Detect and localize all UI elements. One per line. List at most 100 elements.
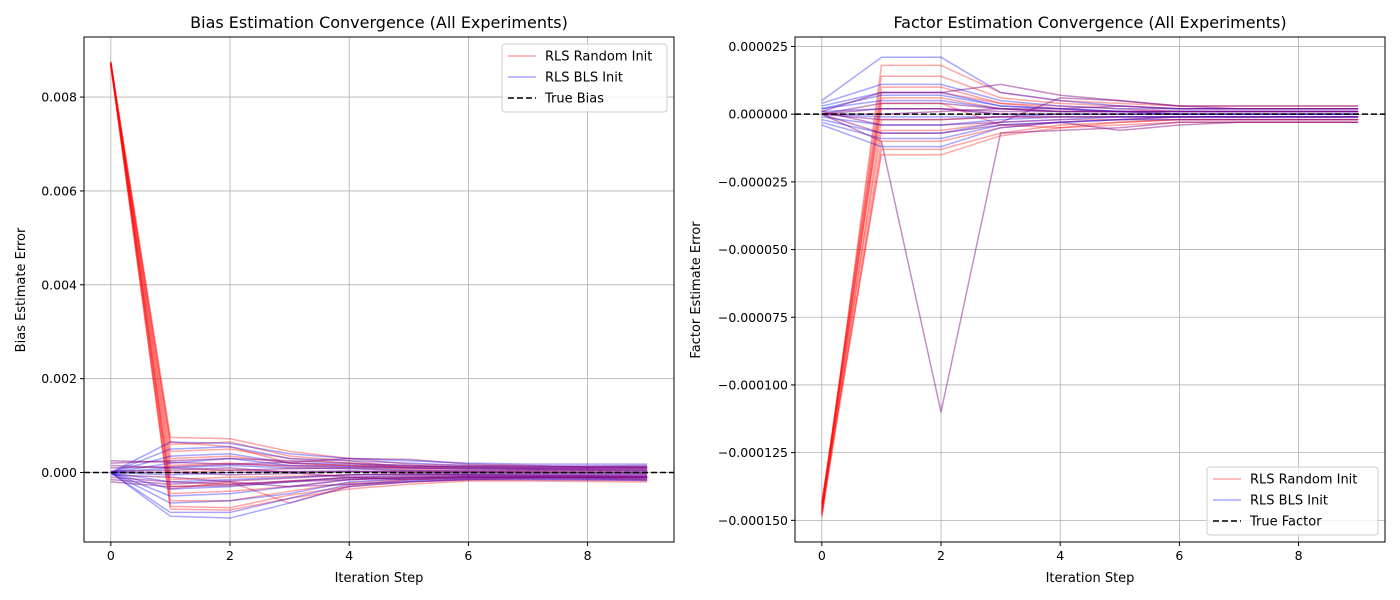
factor-chart-x-tick-label-2: 4 (1056, 548, 1064, 563)
bias-chart-series-line-2-6 (110, 473, 648, 486)
bias-chart-series-line-2-2 (110, 474, 648, 488)
factor-chart-series-line-0-6 (821, 116, 1359, 502)
bias-chart-series-line-1-2 (110, 453, 648, 474)
bias-chart-series-line-1-3 (110, 457, 648, 474)
factor-chart-series-line-2-4 (821, 113, 1359, 134)
bias-chart-series-line-0-7 (110, 62, 648, 488)
factor-chart-series-line-0-0 (821, 64, 1359, 516)
factor-chart-series-line-1-9 (821, 118, 1359, 148)
factor-chart-series-line-1-10 (821, 94, 1359, 113)
factor-chart-legend-label-0: RLS Random Init (1250, 473, 1357, 488)
bias-chart-series-line-0-9 (110, 61, 648, 502)
factor-chart-grid (795, 37, 1385, 542)
bias-chart-series-line-0-1 (110, 63, 648, 470)
bias-chart-legend: RLS Random Init RLS BLS Init True Bias (501, 43, 668, 113)
factor-chart-series-line-1-1 (821, 83, 1359, 110)
factor-chart-legend-box (1206, 466, 1379, 536)
factor-chart-series-line-0-7 (821, 118, 1359, 510)
bias-chart-grid (84, 37, 674, 542)
bias-chart-x-tick-label-0: 0 (107, 548, 115, 563)
bias-chart-y-ticks: 0.000 0.002 0.004 0.006 0.008 (41, 90, 84, 480)
factor-chart-series-line-1-6 (821, 116, 1359, 126)
bias-chart-series-line-0-11 (110, 63, 648, 511)
factor-chart-y-label: Factor Estimate Error (689, 221, 704, 359)
bias-chart-y-tick-label-4: 0.008 (41, 90, 77, 105)
bias-chart-series-line-2-7 (110, 464, 648, 471)
factor-chart-series-line-2-1 (821, 97, 1359, 126)
bias-chart-series-line-0-3 (110, 65, 648, 473)
bias-chart-x-tick-label-2: 4 (345, 548, 353, 563)
bias-chart-x-tick-label-3: 6 (464, 548, 472, 563)
factor-chart-series-line-2-3 (821, 102, 1359, 115)
bias-chart-series-line-0-0 (110, 61, 648, 468)
factor-chart-x-label: Iteration Step (1046, 571, 1135, 586)
factor-chart-series-line-1-0 (821, 56, 1359, 110)
factor-chart-x-tick-label-1: 2 (937, 548, 945, 563)
bias-chart-legend-label-0: RLS Random Init (545, 50, 652, 65)
factor-chart-x-tick-label-4: 8 (1295, 548, 1303, 563)
bias-chart-y-tick-label-2: 0.004 (41, 277, 77, 292)
bias-chart-series-line-0-10 (110, 65, 648, 509)
bias-chart-series-line-0-12 (110, 64, 648, 469)
bias-chart-series-line-2-5 (110, 467, 648, 481)
bias-chart-title: Bias Estimation Convergence (All Experim… (190, 13, 568, 32)
factor-chart-series-line-2-0 (821, 83, 1359, 113)
bias-chart-series-line-0-6 (110, 64, 648, 481)
bias-chart-series-line-1-9 (110, 471, 648, 504)
bias-chart-x-ticks: 0 2 4 6 8 (107, 542, 592, 563)
factor-chart-legend-label-1: RLS BLS Init (1250, 494, 1328, 509)
factor-chart-legend-label-2: True Factor (1249, 515, 1322, 530)
factor-chart-series-line-1-7 (821, 116, 1359, 134)
bias-chart-legend-label-2: True Bias (544, 92, 604, 107)
bias-chart-legend-box (501, 43, 668, 113)
bias-chart-series-line-2-8 (110, 476, 648, 488)
factor-chart-series-line-0-8 (821, 118, 1359, 516)
factor-chart-series-line-1-8 (821, 116, 1359, 140)
bias-chart-series-line-1-4 (110, 464, 648, 474)
factor-chart-y-tick-label-7: 0.000025 (728, 39, 788, 54)
factor-chart-series-line-2-7 (821, 108, 1359, 115)
bias-chart-plot-frame (83, 36, 675, 543)
bias-chart-series-line-1-0 (110, 441, 648, 474)
factor-chart-y-tick-label-3: −0.000075 (718, 310, 788, 325)
factor-chart-title: Factor Estimation Convergence (All Exper… (893, 13, 1286, 32)
factor-chart-series-line-0-1 (821, 75, 1359, 510)
bias-chart-x-label: Iteration Step (335, 571, 424, 586)
factor-chart-x-ticks: 0 2 4 6 8 (818, 542, 1303, 563)
bias-chart-x-tick-label-1: 2 (226, 548, 234, 563)
factor-chart-series-line-0-2 (821, 86, 1359, 507)
bias-chart-y-tick-label-0: 0.000 (41, 465, 77, 480)
bias-chart-series-line-2-1 (110, 457, 648, 469)
bias-chart-legend-label-1: RLS BLS Init (545, 71, 623, 86)
factor-chart-series-line-0-10 (821, 102, 1359, 513)
factor-chart-y-tick-label-2: −0.000100 (718, 377, 788, 392)
factor-chart-series-line-2-6 (821, 113, 1359, 121)
bias-chart-series-line-0-2 (110, 64, 648, 471)
factor-chart-plot-frame (794, 36, 1386, 543)
factor-chart-y-tick-label-6: 0.000000 (728, 107, 788, 122)
bias-chart-series-line-0-5 (110, 63, 648, 475)
bias-chart-series-line-1-10 (110, 471, 648, 519)
factor-chart-legend: RLS Random Init RLS BLS Init True Factor (1206, 466, 1379, 536)
factor-chart-series-line-1-2 (821, 91, 1359, 113)
factor-chart-series-line-0-11 (821, 91, 1359, 505)
bias-chart-series-line-1-11 (110, 471, 648, 514)
bias-chart-series-line-1-1 (110, 445, 648, 474)
factor-chart: Factor Estimation Convergence (All Exper… (689, 13, 1386, 586)
factor-chart-y-ticks: −0.000150 −0.000125 −0.000100 −0.000075 −0.0… (718, 39, 795, 528)
bias-chart-series-line-1-8 (110, 471, 648, 497)
bias-chart-y-label: Bias Estimate Error (14, 227, 29, 352)
bias-chart-series-line-0-8 (110, 65, 648, 495)
factor-chart-y-tick-label-4: −0.000050 (718, 242, 788, 257)
factor-chart-x-tick-label-0: 0 (818, 548, 826, 563)
bias-chart-series-line-1-6 (110, 471, 648, 483)
bias-chart-y-tick-label-3: 0.006 (41, 183, 77, 198)
factor-chart-y-tick-label-1: −0.000125 (718, 445, 788, 460)
factor-chart-y-tick-label-5: −0.000025 (718, 174, 788, 189)
bias-chart-series-line-2-4 (110, 476, 648, 486)
factor-chart-series-line-2-2 (821, 113, 1359, 413)
bias-chart-y-tick-label-1: 0.002 (41, 371, 77, 386)
factor-chart-series-line-0-5 (821, 116, 1359, 518)
bias-chart-series-line-0-13 (110, 62, 648, 504)
